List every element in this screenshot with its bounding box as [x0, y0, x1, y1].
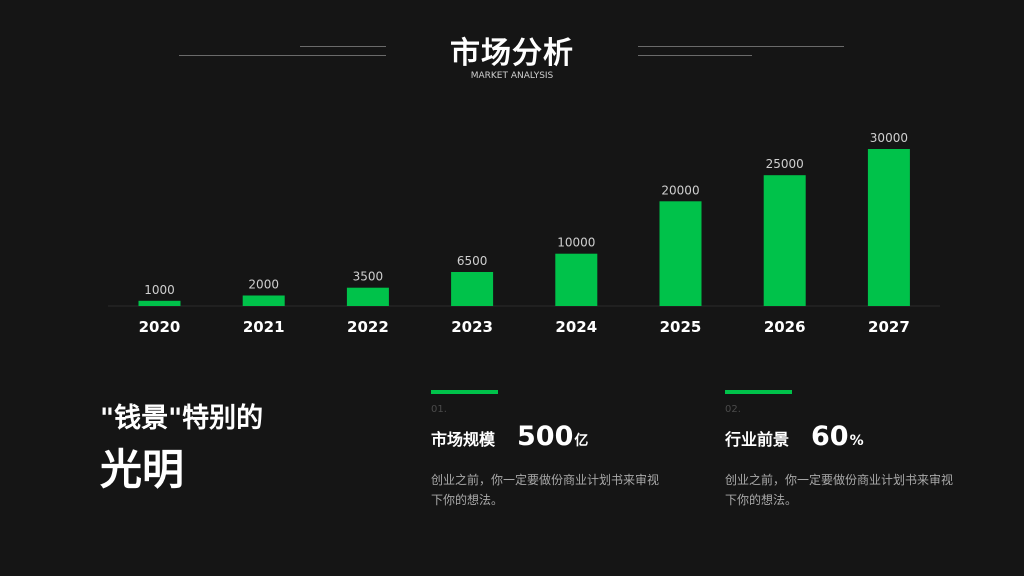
bar-2023 — [451, 272, 494, 306]
header-deco-line-left-long — [179, 55, 386, 56]
header-deco-line-right-long — [638, 46, 844, 47]
x-tick-label: 2025 — [660, 318, 702, 336]
bar-value-label: 25000 — [766, 157, 804, 171]
stat-accent-bar — [431, 390, 498, 394]
stat-card-industry-outlook: 02. 行业前景 60 % 创业之前，你一定要做份商业计划书来审视下你的想法。 — [725, 390, 965, 510]
bar-chart: 1000 2020 2000 2021 3500 2022 6500 2023 10000 202… — [108, 131, 940, 336]
stat-accent-bar — [725, 390, 792, 394]
bar-value-label: 30000 — [870, 131, 908, 145]
bar-value-label: 2000 — [248, 278, 279, 292]
x-tick-label: 2022 — [347, 318, 389, 336]
stat-description: 创业之前，你一定要做份商业计划书来审视下你的想法。 — [725, 473, 954, 507]
bar-2024 — [555, 253, 598, 306]
x-tick-label: 2024 — [555, 318, 597, 336]
bar-2022 — [346, 287, 389, 306]
header-deco-line-right-short — [638, 55, 752, 56]
stat-card-market-size: 01. 市场规模 500 亿 创业之前，你一定要做份商业计划书来审视下你的想法。 — [431, 390, 671, 510]
bar-value-label: 20000 — [661, 183, 699, 197]
stat-number: 01. — [431, 404, 447, 415]
stat-number: 02. — [725, 404, 741, 415]
stat-unit: 亿 — [574, 433, 589, 449]
bar-2021 — [242, 295, 285, 306]
stat-label: 行业前景 — [725, 430, 790, 449]
bar-2026 — [763, 175, 806, 306]
x-tick-label: 2027 — [868, 318, 910, 336]
bar-2025 — [659, 201, 702, 306]
stat-value: 500 — [517, 421, 574, 452]
x-tick-label: 2020 — [139, 318, 181, 336]
page-subtitle: MARKET ANALYSIS — [470, 71, 554, 81]
x-tick-label: 2021 — [243, 318, 285, 336]
bar-value-label: 3500 — [353, 270, 384, 284]
stat-row: 行业前景 60 % — [725, 421, 965, 452]
bar-value-label: 6500 — [457, 254, 488, 268]
stat-row: 市场规模 500 亿 — [431, 421, 671, 452]
page-title: 市场分析 — [450, 36, 574, 71]
bar-value-label: 1000 — [144, 283, 175, 297]
stat-label: 市场规模 — [431, 430, 496, 449]
bar-value-label: 10000 — [557, 236, 595, 250]
header-deco-line-left-short — [300, 46, 386, 47]
headline-line-1: "钱景"特别的 — [100, 403, 264, 434]
x-tick-label: 2026 — [764, 318, 806, 336]
bar-2027 — [867, 149, 910, 306]
headline-line-2: 光明 — [100, 445, 185, 494]
bar-2020 — [138, 300, 181, 306]
x-tick-label: 2023 — [451, 318, 493, 336]
stat-value: 60 — [811, 421, 849, 452]
stat-description: 创业之前，你一定要做份商业计划书来审视下你的想法。 — [431, 473, 660, 507]
stat-unit: % — [849, 433, 864, 449]
